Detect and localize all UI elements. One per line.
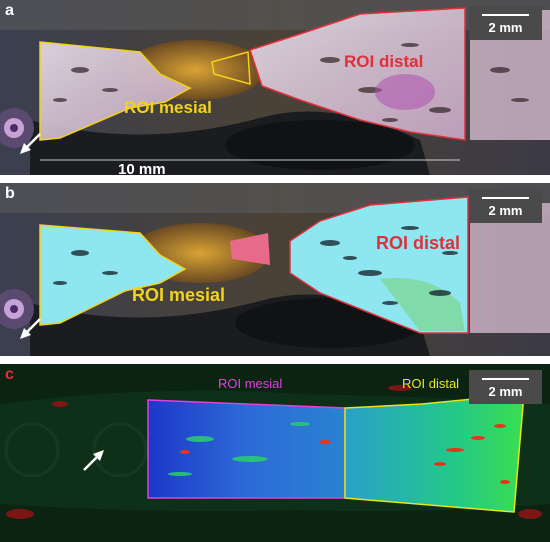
panel-c-distal-map: [345, 394, 524, 512]
panel-a-scale-bar: 2 mm: [469, 6, 542, 40]
panel-b-image: [0, 183, 550, 356]
panel-a-image: [0, 0, 550, 175]
panel-b: b 2 mm ROI mesial ROI distal: [0, 183, 550, 356]
panel-a-measurement: 10 mm: [118, 161, 166, 175]
panel-b-label: b: [5, 185, 15, 202]
panel-a-roi-distal-label: ROI distal: [344, 52, 424, 71]
panel-b-scale-bar: 2 mm: [469, 189, 542, 223]
panel-a-distal-outline: [249, 7, 466, 141]
panel-c-roi-mesial-label: ROI mesial: [218, 376, 283, 391]
panel-b-roi-mesial-label: ROI mesial: [132, 285, 226, 305]
panel-a-roi-mesial-label: ROI mesial: [124, 98, 212, 117]
panel-a-label: a: [5, 2, 14, 19]
panel-c-roi-distal-label: ROI distal: [402, 376, 460, 391]
panel-c-image: [0, 364, 550, 542]
panel-b-roi-distal-label: ROI distal: [376, 233, 461, 253]
arrow-icon: [20, 133, 41, 154]
panel-c-mesial-map: [148, 400, 345, 498]
panel-a: a 2 mm ROI mesial ROI distal 10 mm: [0, 0, 550, 175]
panel-c: c 2 mm ROI mesial ROI distal: [0, 364, 550, 542]
arrow-icon: [83, 450, 104, 471]
panel-c-label: c: [5, 366, 14, 383]
panel-a-mesial-outline: [39, 41, 192, 141]
panel-b-mesial-region: [40, 225, 185, 325]
arrow-icon: [20, 318, 41, 339]
panel-c-scale-bar: 2 mm: [469, 370, 542, 404]
